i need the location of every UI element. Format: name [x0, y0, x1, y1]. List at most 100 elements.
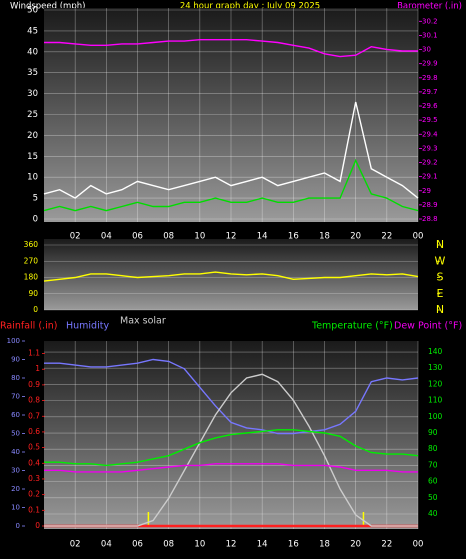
- y-tick-label: 25: [27, 110, 38, 120]
- x-tick-label: 00: [413, 232, 424, 242]
- y2-tick-label: 90: [428, 428, 438, 437]
- x-tick-label: 18: [319, 232, 330, 242]
- y2-tick-label: 28.9: [422, 201, 438, 209]
- x-tick-label: 14: [257, 540, 268, 550]
- series-label: Max solar: [120, 316, 166, 327]
- series-line: [44, 429, 419, 467]
- x-tick-label: 02: [70, 540, 81, 550]
- y2-tick-label: 29.6: [422, 102, 438, 110]
- x-tick-label: 16: [288, 232, 299, 242]
- y2-tick-label: 29.3: [422, 144, 438, 152]
- y-tick-label: 100: [7, 337, 20, 345]
- y2-tick-label: 40: [428, 509, 438, 518]
- y3-tick-label: 1.1: [28, 349, 40, 358]
- y2-tick-label: S: [437, 271, 444, 284]
- x-tick-label: 02: [70, 232, 81, 242]
- y2-tick-label: 30.2: [422, 17, 438, 25]
- x-tick-label: 04: [101, 232, 112, 242]
- y2-tick-label: 70: [428, 460, 438, 469]
- y2-tick-label: 50: [428, 493, 438, 502]
- y-tick-label: 0: [16, 522, 20, 530]
- y-tick-label: 50: [11, 430, 20, 438]
- y3-tick-label: 0.5: [28, 443, 40, 452]
- y2-tick-label: 29.7: [422, 88, 438, 96]
- series-label: Rainfall (.in): [0, 321, 57, 332]
- y-tick-label: 60: [11, 411, 20, 419]
- chart-title: 24 hour graph day : July 09 2025: [180, 2, 320, 12]
- y2-tick-label: 29.8: [422, 74, 438, 82]
- y3-tick-label: 0.9: [28, 380, 40, 389]
- barometer-axis-title: Barometer (.in): [397, 2, 462, 12]
- y-tick-label: 35: [27, 68, 38, 78]
- series-label: Humidity: [66, 321, 109, 332]
- y-tick-label: 50: [27, 6, 38, 16]
- y2-tick-label: 60: [428, 477, 438, 486]
- series-label: Dew Point (°F): [394, 321, 462, 332]
- y2-tick-label: 120: [428, 379, 443, 388]
- y-tick-label: 40: [11, 448, 20, 456]
- y3-tick-label: 0.8: [28, 396, 40, 405]
- y-tick-label: 70: [11, 393, 20, 401]
- y2-tick-label: 29.1: [422, 173, 438, 181]
- x-tick-label: 20: [350, 232, 361, 242]
- x-tick-label: 00: [413, 540, 424, 550]
- y-tick-label: 80: [11, 374, 20, 382]
- y-tick-label: 90: [11, 356, 20, 364]
- x-tick-label: 14: [257, 232, 268, 242]
- y2-tick-label: N: [436, 238, 444, 251]
- y-tick-label: 20: [11, 485, 20, 493]
- y-tick-label: 10: [11, 504, 20, 512]
- y-tick-label: 40: [27, 47, 38, 57]
- y2-tick-label: 30: [422, 46, 431, 54]
- x-tick-label: 20: [350, 540, 361, 550]
- y2-tick-label: 130: [428, 363, 443, 372]
- y-tick-label: 270: [24, 256, 39, 265]
- x-tick-label: 16: [288, 540, 299, 550]
- y2-tick-label: 29.9: [422, 60, 438, 68]
- y-tick-label: 30: [27, 89, 38, 99]
- y2-tick-label: 140: [428, 347, 443, 356]
- y-tick-label: 10: [27, 173, 38, 183]
- plot-background: [44, 8, 418, 222]
- y2-tick-label: 100: [428, 412, 443, 421]
- x-tick-label: 06: [132, 232, 143, 242]
- y2-tick-label: 80: [428, 444, 438, 453]
- y-tick-label: 45: [27, 26, 38, 36]
- y2-tick-label: 28.8: [422, 215, 438, 223]
- y3-tick-label: 0: [35, 521, 40, 530]
- y-tick-label: 0: [33, 305, 38, 314]
- x-tick-label: 10: [194, 232, 205, 242]
- series-line: [43, 158, 419, 212]
- x-tick-label: 22: [381, 232, 392, 242]
- y2-tick-label: W: [435, 254, 446, 267]
- x-tick-label: 06: [132, 540, 143, 550]
- y-tick-label: 30: [11, 467, 20, 475]
- y-tick-label: 180: [24, 273, 39, 282]
- series-line: [44, 39, 418, 58]
- y-tick-label: 0: [33, 215, 38, 225]
- y2-tick-label: 30.1: [422, 31, 438, 39]
- y3-tick-label: 0.7: [28, 411, 40, 420]
- x-tick-label: 04: [101, 540, 112, 550]
- y3-tick-label: 0.4: [28, 458, 40, 467]
- y2-tick-label: 110: [428, 396, 443, 405]
- y2-tick-label: 29: [422, 187, 431, 195]
- y2-tick-label: 29.2: [422, 159, 438, 167]
- x-tick-label: 10: [194, 540, 205, 550]
- series-label: Temperature (°F): [311, 321, 393, 332]
- series-line: [44, 463, 418, 473]
- series-line: [44, 358, 419, 435]
- y2-tick-label: E: [437, 287, 444, 300]
- y2-tick-label: 29.4: [422, 130, 438, 138]
- y3-tick-label: 0.1: [28, 505, 40, 514]
- y2-tick-label: 29.5: [422, 116, 438, 124]
- x-tick-label: 08: [163, 232, 174, 242]
- x-tick-label: 18: [319, 540, 330, 550]
- y3-tick-label: 0.2: [28, 490, 40, 499]
- y-tick-label: 15: [27, 152, 38, 162]
- wind-axis-title: Windspeed (mph): [10, 2, 85, 12]
- y2-tick-label: N: [436, 303, 444, 316]
- x-tick-label: 08: [163, 540, 174, 550]
